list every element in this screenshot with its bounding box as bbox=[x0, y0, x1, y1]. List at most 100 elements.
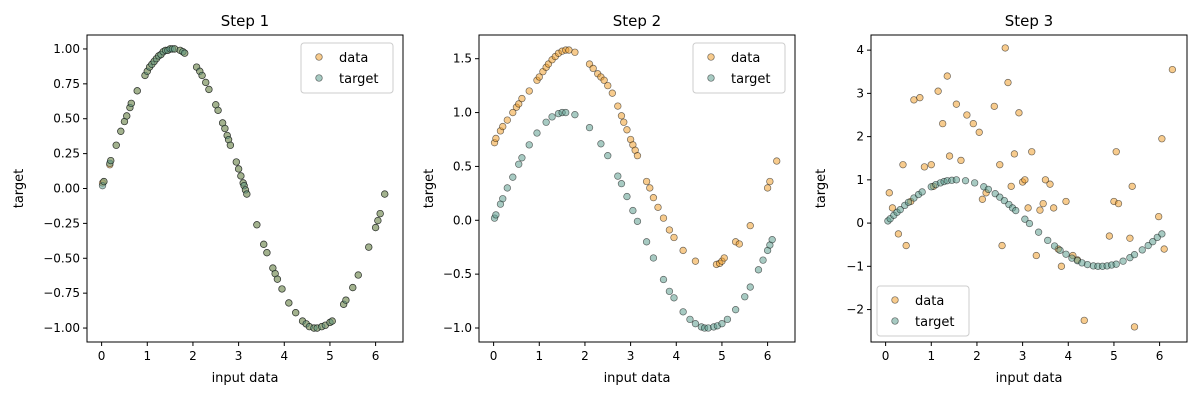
points-layer bbox=[490, 46, 781, 332]
target-point bbox=[533, 129, 541, 137]
target-point bbox=[112, 141, 120, 149]
x-tick-label: 2 bbox=[581, 349, 589, 363]
data-point bbox=[975, 128, 983, 136]
target-point bbox=[263, 249, 271, 257]
x-tick-label: 3 bbox=[627, 349, 635, 363]
y-tick-label: 1.5 bbox=[453, 52, 472, 66]
target-point bbox=[342, 296, 350, 304]
target-point bbox=[629, 206, 637, 215]
data-point bbox=[1126, 234, 1134, 242]
y-tick-label: 4 bbox=[856, 43, 864, 57]
data-point bbox=[916, 94, 924, 102]
data-point bbox=[600, 76, 608, 84]
target-point bbox=[665, 287, 674, 296]
target-point bbox=[492, 211, 500, 219]
data-point bbox=[620, 118, 628, 126]
y-tick-label: −0.5 bbox=[443, 267, 472, 281]
legend: data target bbox=[692, 42, 786, 94]
data-point bbox=[1114, 199, 1123, 208]
y-axis-label: target bbox=[12, 169, 27, 209]
target-point bbox=[1149, 238, 1157, 246]
x-tick-label: 5 bbox=[326, 349, 334, 363]
target-point bbox=[133, 87, 141, 95]
data-point bbox=[978, 195, 987, 203]
data-point bbox=[963, 111, 971, 119]
data-point bbox=[1004, 78, 1012, 87]
data-point bbox=[492, 134, 500, 143]
data-point bbox=[515, 100, 523, 108]
data-point bbox=[1015, 109, 1023, 117]
subplot-1: 0 1 2 3 4 5 6 −1.00 −0.75 −0.50 −0.25 0.00 0.25 0.50 0… bbox=[12, 12, 404, 386]
legend-label-data: data bbox=[339, 51, 368, 66]
target-point bbox=[1056, 246, 1064, 254]
data-point bbox=[1160, 245, 1168, 253]
data-point bbox=[763, 184, 772, 192]
target-point bbox=[1158, 230, 1166, 238]
target-point bbox=[205, 85, 213, 94]
data-point bbox=[642, 177, 651, 186]
data-point bbox=[1024, 204, 1032, 212]
y-tick-label: 0.50 bbox=[53, 112, 80, 126]
target-point bbox=[1044, 236, 1052, 245]
data-point bbox=[646, 184, 654, 192]
data-point bbox=[1128, 182, 1136, 190]
target-point bbox=[226, 141, 235, 149]
target-point bbox=[1138, 246, 1146, 254]
target-point bbox=[181, 49, 189, 57]
chart-title: Step 2 bbox=[613, 12, 661, 30]
target-point bbox=[371, 223, 380, 232]
target-point bbox=[1130, 251, 1139, 259]
target-point bbox=[597, 140, 605, 148]
legend-label-target: target bbox=[915, 315, 955, 330]
data-point bbox=[1130, 323, 1139, 331]
target-point bbox=[214, 106, 222, 114]
x-axis-label: input data bbox=[996, 371, 1063, 386]
data-point bbox=[943, 72, 951, 80]
data-point bbox=[939, 119, 947, 128]
data-point bbox=[957, 156, 965, 165]
x-tick-label: 1 bbox=[927, 349, 935, 363]
target-point bbox=[202, 78, 210, 87]
target-point bbox=[292, 309, 300, 317]
data-point bbox=[608, 89, 616, 97]
data-point bbox=[1010, 150, 1019, 158]
target-point bbox=[260, 240, 268, 248]
legend-marker-target bbox=[891, 317, 899, 325]
y-tick-label: −0.25 bbox=[43, 216, 80, 230]
x-tick-label: 4 bbox=[280, 349, 288, 363]
x-tick-label: 1 bbox=[143, 349, 151, 363]
data-point bbox=[1001, 44, 1009, 52]
target-point bbox=[741, 293, 749, 301]
data-point bbox=[945, 152, 954, 160]
data-point bbox=[1105, 232, 1114, 240]
target-point bbox=[365, 243, 373, 251]
target-point bbox=[354, 271, 362, 279]
target-point bbox=[525, 141, 533, 149]
target-point bbox=[952, 176, 961, 184]
data-point bbox=[888, 204, 897, 212]
target-point bbox=[623, 192, 631, 201]
data-point bbox=[1041, 176, 1050, 184]
x-tick-label: 2 bbox=[189, 349, 197, 363]
data-point bbox=[1062, 197, 1070, 206]
target-point bbox=[518, 154, 526, 162]
target-point bbox=[918, 188, 926, 196]
data-point bbox=[589, 64, 597, 73]
target-point bbox=[1144, 241, 1152, 250]
y-tick-label: 3 bbox=[856, 86, 864, 100]
legend-marker-data bbox=[707, 53, 715, 61]
data-point bbox=[998, 241, 1006, 250]
subplot-2: 0 1 2 3 4 5 6 −1.0 −0.5 0.0 0.5 1.0 1.5 Step 2 input d… bbox=[422, 12, 796, 386]
target-point bbox=[718, 320, 726, 328]
y-tick-label: −2 bbox=[846, 303, 864, 317]
target-point bbox=[107, 156, 115, 165]
target-point bbox=[243, 190, 251, 198]
data-point bbox=[1112, 148, 1120, 156]
data-point bbox=[735, 240, 743, 248]
x-tick-label: 2 bbox=[973, 349, 981, 363]
data-point bbox=[1032, 251, 1040, 260]
data-point bbox=[1039, 199, 1047, 208]
data-point bbox=[927, 161, 935, 169]
target-point bbox=[509, 173, 517, 181]
